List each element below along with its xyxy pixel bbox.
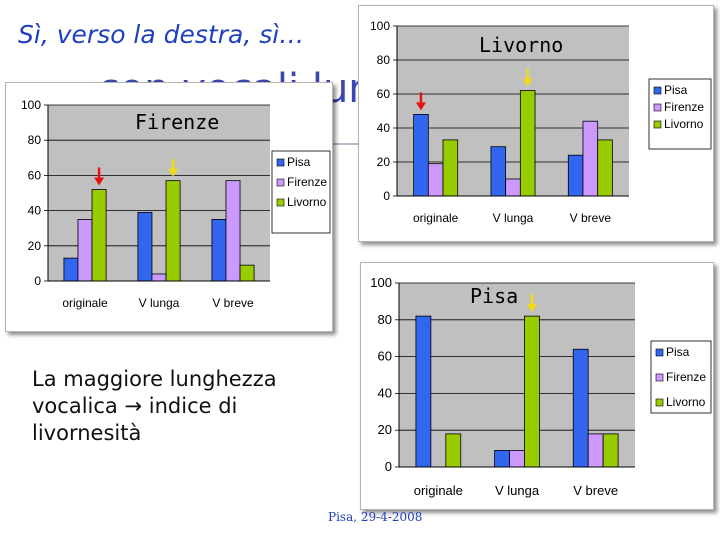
bar-pisa-originale <box>415 315 432 468</box>
bar-livorno-v-lunga <box>165 180 181 282</box>
y-tick-label: 0 <box>385 459 392 474</box>
bar-pisa-v-lunga <box>490 146 507 197</box>
bar-pisa-v-breve <box>211 218 227 282</box>
legend-swatch-firenze <box>653 103 662 112</box>
body-text-main: La maggiore lunghezza vocalica <box>32 367 277 418</box>
legend-swatch-livorno <box>276 198 285 207</box>
chart-panel-firenze: 0 20 40 60 80 100 originale V lunga V breve Pisa F… <box>5 82 333 332</box>
legend-label-livorno: Livorno <box>664 117 704 131</box>
y-tick-label: 60 <box>28 168 42 182</box>
legend-swatch-pisa <box>276 158 285 167</box>
legend-swatch-firenze <box>655 373 664 382</box>
legend-label-firenze: Firenze <box>664 100 704 114</box>
bar-livorno-originale <box>445 433 462 468</box>
bar-firenze-originale <box>427 163 444 197</box>
legend-label-livorno: Livorno <box>666 395 706 409</box>
bar-firenze-v-breve <box>587 433 604 468</box>
chart-panel-pisa: 0 20 40 60 80 100 originale V lunga V breve Pisa F… <box>360 262 714 510</box>
bar-pisa-originale <box>413 114 429 197</box>
category-label: V breve <box>570 211 612 225</box>
bar-firenze-v-breve <box>582 120 599 197</box>
footer-date: Pisa, 29-4-2008 <box>328 510 423 524</box>
chart-svg: 0 20 40 60 80 100 originale V lunga V breve Pisa F… <box>370 19 712 225</box>
arrow-glyph: → <box>124 394 143 418</box>
category-label: originale <box>413 211 459 225</box>
y-tick-label: 80 <box>28 133 42 147</box>
highlight-arrow-head <box>526 304 537 313</box>
bar-firenze-v-lunga <box>505 178 521 197</box>
chart-panel-livorno: 0 20 40 60 80 100 originale V lunga V breve Pisa F… <box>358 5 714 242</box>
y-tick-label: 60 <box>378 349 392 364</box>
y-tick-label: 20 <box>378 422 392 437</box>
category-label: originale <box>62 296 108 310</box>
category-label: V lunga <box>495 483 540 498</box>
category-label: V breve <box>573 483 618 498</box>
highlight-arrow-head <box>94 177 105 186</box>
y-tick-label: 80 <box>377 53 391 67</box>
y-tick-label: 20 <box>377 155 391 169</box>
category-label: V breve <box>212 296 254 310</box>
legend-swatch-livorno <box>655 398 664 407</box>
chart-title: Firenze <box>135 110 219 134</box>
y-tick-label: 100 <box>370 275 392 290</box>
chart-title: Livorno <box>479 33 563 57</box>
category-label: V lunga <box>139 296 180 310</box>
legend-label-pisa: Pisa <box>664 83 688 97</box>
chart-svg: 0 20 40 60 80 100 originale V lunga V breve Pisa F… <box>370 275 712 498</box>
bar-pisa-v-lunga <box>494 450 510 468</box>
bar-pisa-v-breve <box>567 154 584 197</box>
y-tick-label: 0 <box>383 189 390 203</box>
bar-livorno-originale <box>91 189 107 282</box>
bar-firenze-originale <box>77 218 93 282</box>
y-tick-label: 20 <box>28 239 42 253</box>
chart-svg: 0 20 40 60 80 100 originale V lunga V breve Pisa F… <box>21 98 331 310</box>
legend-label-pisa: Pisa <box>287 155 311 169</box>
body-text: La maggiore lunghezza vocalica → indice … <box>32 366 322 447</box>
legend-swatch-firenze <box>276 178 285 187</box>
bar-firenze-v-breve <box>225 180 241 282</box>
y-tick-label: 100 <box>21 98 41 112</box>
highlight-arrow-head <box>522 78 533 87</box>
slide-title: Sì, verso la destra, sì… <box>18 20 305 49</box>
bar-livorno-v-breve <box>602 433 619 468</box>
highlight-arrow-head <box>415 102 426 111</box>
bar-livorno-v-breve <box>597 139 613 197</box>
y-tick-label: 100 <box>370 19 390 33</box>
y-tick-label: 40 <box>378 385 392 400</box>
y-tick-label: 0 <box>34 274 41 288</box>
legend-label-livorno: Livorno <box>287 195 327 209</box>
category-label: originale <box>414 483 463 498</box>
legend-swatch-pisa <box>655 348 664 357</box>
category-label: V lunga <box>493 211 534 225</box>
bar-pisa-originale <box>63 257 79 282</box>
y-tick-label: 60 <box>377 87 391 101</box>
chart-title: Pisa <box>470 284 518 308</box>
bar-firenze-v-lunga <box>151 273 167 282</box>
bar-pisa-v-lunga <box>137 211 153 282</box>
body-text-tail: indice di livornesità <box>32 394 238 445</box>
bar-pisa-v-breve <box>572 348 589 468</box>
legend-label-pisa: Pisa <box>666 345 690 359</box>
bar-firenze-v-lunga <box>509 450 525 468</box>
highlight-arrow-head <box>168 168 179 177</box>
y-tick-label: 40 <box>28 204 42 218</box>
legend-label-firenze: Firenze <box>666 370 706 384</box>
legend-swatch-pisa <box>653 86 662 95</box>
legend-label-firenze: Firenze <box>287 175 327 189</box>
title-underline <box>330 143 370 145</box>
bar-livorno-originale <box>442 139 459 197</box>
bar-livorno-v-lunga <box>519 90 536 197</box>
legend-swatch-livorno <box>653 120 662 129</box>
y-tick-label: 40 <box>377 121 391 135</box>
bar-livorno-v-lunga <box>524 315 540 468</box>
bar-livorno-v-breve <box>239 264 255 282</box>
y-tick-label: 80 <box>378 312 392 327</box>
